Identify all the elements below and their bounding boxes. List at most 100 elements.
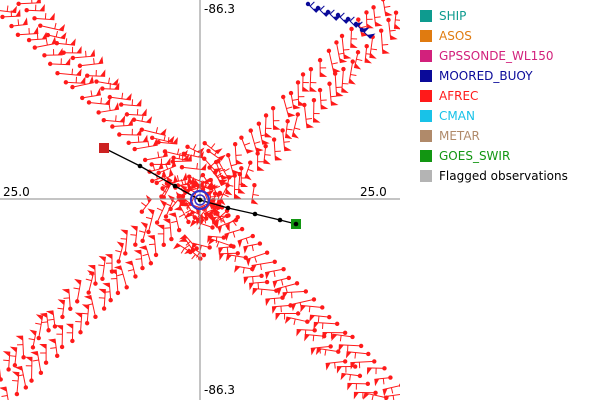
afrec-observation-138 bbox=[256, 121, 270, 145]
afrec-observation-148 bbox=[334, 40, 348, 64]
legend-item-metar[interactable]: METAR bbox=[420, 126, 598, 146]
afrec-observation-30 bbox=[224, 226, 245, 242]
afrec-observation-42 bbox=[313, 321, 340, 330]
afrec-observation-188 bbox=[263, 143, 271, 165]
afrec-observation-163 bbox=[65, 323, 75, 344]
afrec-observation-165 bbox=[81, 304, 90, 326]
afrec-observation-11 bbox=[94, 77, 119, 86]
afrec-observation-105 bbox=[0, 368, 3, 382]
storm-track-point-1[interactable] bbox=[137, 163, 143, 169]
afrec-observation-239 bbox=[212, 208, 230, 229]
afrec-observation-7 bbox=[61, 46, 82, 55]
legend-swatch-ship bbox=[420, 10, 432, 22]
afrec-observation-118 bbox=[98, 255, 107, 282]
track-start-marker[interactable] bbox=[99, 143, 109, 153]
afrec-observation-146 bbox=[317, 57, 328, 77]
afrec-observation-137 bbox=[248, 128, 264, 153]
afrec-observation-155 bbox=[0, 386, 9, 400]
legend-item-goes-swir[interactable]: GOES_SWIR bbox=[420, 146, 598, 166]
afrec-observation-59 bbox=[47, 57, 71, 67]
afrec-observation-15 bbox=[124, 108, 147, 117]
afrec-observation-62 bbox=[70, 75, 94, 90]
legend-label-metar: METAR bbox=[439, 129, 480, 143]
afrec-observation-98 bbox=[336, 364, 358, 374]
afrec-observation-228 bbox=[171, 152, 190, 161]
afrec-observation-169 bbox=[109, 269, 121, 296]
storm-track-point-6[interactable] bbox=[277, 217, 283, 223]
afrec-observation-115 bbox=[73, 278, 82, 304]
storm-track-layer bbox=[99, 143, 301, 229]
legend-label-goes-swir: GOES_SWIR bbox=[439, 149, 511, 163]
afrec-observation-87 bbox=[249, 279, 270, 291]
afrec-observation-35 bbox=[264, 266, 286, 280]
legend: SHIP ASOS GPSSONDE_WL150 MOORED_BUOY AFREC CM… bbox=[420, 6, 598, 186]
afrec-observation-245 bbox=[160, 181, 172, 200]
top-longitude-label: -86.3 bbox=[204, 2, 236, 16]
storm-track-point-3[interactable] bbox=[197, 197, 203, 203]
legend-item-asos[interactable]: ASOS bbox=[420, 26, 598, 46]
legend-item-moored-buoy[interactable]: MOORED_BUOY bbox=[420, 66, 598, 86]
afrec-observation-120 bbox=[115, 241, 124, 264]
afrec-observation-101 bbox=[353, 390, 378, 400]
afrec-observation-139 bbox=[263, 113, 273, 138]
afrec-observation-173 bbox=[138, 245, 154, 266]
afrec-observation-227 bbox=[185, 144, 205, 155]
afrec-observation-113 bbox=[57, 299, 66, 320]
afrec-observation-102 bbox=[362, 392, 389, 400]
afrec-observation-12 bbox=[100, 82, 120, 91]
afrec-observation-152 bbox=[364, 10, 374, 29]
storm-track-point-2[interactable] bbox=[172, 183, 178, 189]
legend-swatch-goes-swir bbox=[420, 150, 432, 162]
legend-swatch-moored-buoy bbox=[420, 70, 432, 82]
map-panel[interactable]: -86.3 -86.3 25.0 25.0 bbox=[0, 0, 400, 400]
afrec-observation-3 bbox=[32, 12, 55, 21]
afrec-observation-141 bbox=[281, 94, 296, 118]
afrec-observation-170 bbox=[113, 265, 129, 290]
afrec-observation-174 bbox=[147, 235, 159, 258]
afrec-observation-34 bbox=[251, 259, 277, 273]
afrec-observation-149 bbox=[339, 33, 352, 60]
afrec-observation-187 bbox=[255, 151, 265, 171]
afrec-observation-161 bbox=[48, 338, 60, 359]
afrec-observation-205 bbox=[393, 10, 400, 30]
afrec-observation-112 bbox=[45, 310, 58, 329]
legend-item-flagged-observations[interactable]: Flagged observations bbox=[420, 166, 598, 186]
legend-item-afrec[interactable]: AFREC bbox=[420, 86, 598, 106]
legend-swatch-gpssonde-wl150 bbox=[420, 50, 432, 62]
afrec-observation-193 bbox=[302, 102, 314, 129]
legend-label-asos: ASOS bbox=[439, 29, 472, 43]
afrec-observation-44 bbox=[331, 333, 355, 342]
afrec-observation-68 bbox=[117, 128, 142, 137]
afrec-observation-1 bbox=[16, 0, 41, 6]
legend-item-ship[interactable]: SHIP bbox=[420, 6, 598, 26]
storm-center-outer-ring[interactable] bbox=[189, 189, 211, 211]
legend-item-cman[interactable]: CMAN bbox=[420, 106, 598, 126]
afrec-observation-6 bbox=[54, 38, 76, 46]
legend-item-gpssonde-wl150[interactable]: GPSSONDE_WL150 bbox=[420, 46, 598, 66]
afrec-observation-197 bbox=[332, 71, 344, 97]
afrec-observation-19 bbox=[156, 136, 178, 145]
storm-track-point-4[interactable] bbox=[225, 205, 231, 211]
afrec-observation-18 bbox=[150, 134, 175, 144]
afrec-observation-224 bbox=[225, 175, 234, 196]
right-latitude-label: 25.0 bbox=[360, 185, 387, 199]
afrec-observation-241 bbox=[202, 156, 223, 174]
afrec-observation-85 bbox=[234, 265, 255, 274]
afrec-observation-89 bbox=[265, 295, 285, 307]
afrec-observation-33 bbox=[245, 250, 270, 267]
afrec-observation-190 bbox=[280, 128, 292, 152]
afrec-observation-159 bbox=[30, 351, 44, 376]
legend-swatch-asos bbox=[420, 30, 432, 42]
afrec-observation-233 bbox=[188, 247, 207, 258]
afrec-observation-143 bbox=[295, 80, 306, 106]
afrec-observation-114 bbox=[61, 288, 73, 311]
afrec-observation-195 bbox=[317, 87, 329, 110]
afrec-observation-202 bbox=[369, 34, 378, 59]
observation-map[interactable] bbox=[0, 0, 400, 400]
afrec-observation-191 bbox=[284, 119, 293, 139]
storm-track-point-5[interactable] bbox=[252, 211, 258, 217]
legend-swatch-afrec bbox=[420, 90, 432, 102]
afrec-observation-39 bbox=[291, 297, 317, 312]
legend-swatch-metar bbox=[420, 130, 432, 142]
afrec-observation-140 bbox=[270, 105, 281, 130]
